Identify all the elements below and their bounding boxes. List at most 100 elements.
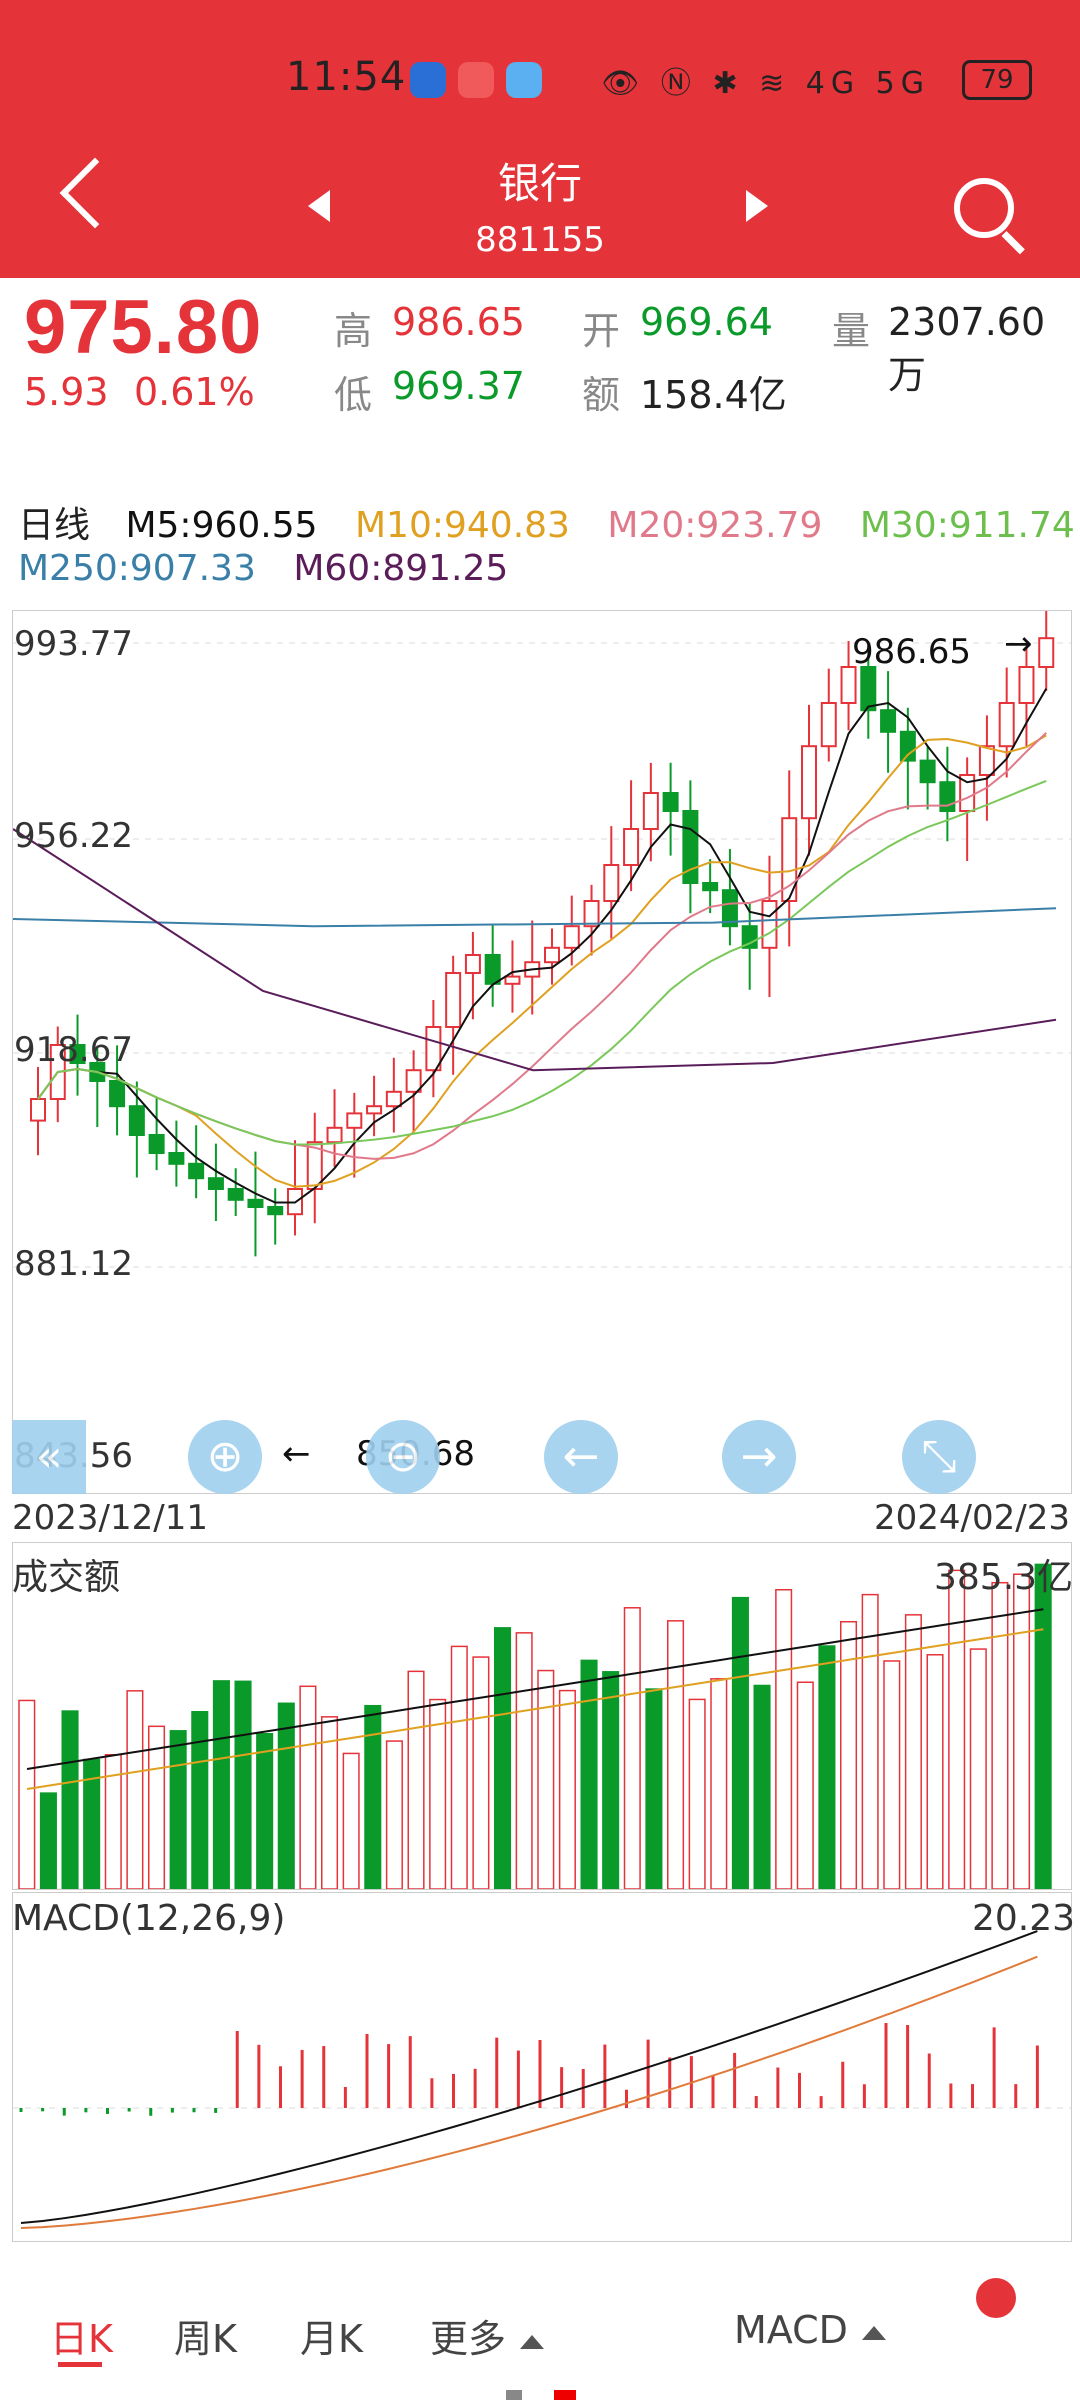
tab-month-k[interactable]: 月K <box>300 2317 363 2361</box>
volume-bar <box>472 1656 490 1889</box>
clock: 11:54 <box>286 54 407 100</box>
candle <box>267 1206 284 1216</box>
candle <box>128 1105 145 1137</box>
volume-bar <box>580 1659 598 1889</box>
volume-bar <box>169 1730 187 1889</box>
volume-bar <box>991 1581 1009 1889</box>
candle <box>662 792 679 812</box>
volume-bar <box>969 1648 987 1889</box>
volume-bar <box>840 1620 858 1889</box>
search-icon[interactable] <box>954 178 1014 238</box>
app-notification-icon <box>458 62 494 98</box>
volume-bar <box>234 1680 252 1889</box>
low-label: 低 <box>334 373 373 417</box>
candle <box>69 1044 86 1064</box>
weather-icon <box>506 62 542 98</box>
candle <box>939 781 956 812</box>
app-notification-icon <box>410 62 446 98</box>
candle <box>148 1134 165 1154</box>
kline-canvas <box>13 611 1071 1268</box>
volume-bar <box>710 1678 728 1889</box>
tab-more[interactable]: 更多 <box>430 2308 545 2363</box>
status-icons: 👁 Ⓝ ✱ ≋ 4G 5G <box>601 66 930 101</box>
candle <box>445 972 462 1028</box>
open-label: 开 <box>582 309 621 353</box>
amount-value: 158.4亿 <box>640 373 787 417</box>
volume-bar <box>775 1588 793 1889</box>
volume-bar <box>558 1689 576 1889</box>
y-axis-label: 993.77 <box>14 624 133 664</box>
volume-max-label: 385.3亿 <box>934 1557 1074 1598</box>
candle <box>1018 666 1035 704</box>
volume-bar <box>385 1740 403 1889</box>
pan-left-button[interactable]: ← <box>544 1420 618 1494</box>
volume-bar <box>667 1620 685 1889</box>
zoom-out-button[interactable]: ⊖ <box>366 1420 440 1494</box>
scroll-left-control[interactable]: « <box>12 1420 86 1494</box>
ma-legend-row-2: M250:907.33 M60:891.25 <box>18 548 508 589</box>
kline-chart[interactable] <box>12 610 1072 1494</box>
y-axis-label: 881.12 <box>14 1244 133 1284</box>
zoom-in-button[interactable]: ⊕ <box>188 1420 262 1494</box>
macd-chart[interactable] <box>12 1892 1072 2242</box>
ma5-line <box>37 688 1048 1204</box>
previous-stock-icon[interactable] <box>308 190 330 222</box>
high-value: 986.65 <box>392 300 525 344</box>
ma-legend-row-1: 日线 M5:960.55 M10:940.83 M20:923.79 M30:9… <box>18 496 1075 548</box>
ma250-value: M250:907.33 <box>18 548 256 589</box>
macd-title: MACD(12,26,9) <box>12 1898 286 1939</box>
ma5-value: M5:960.55 <box>125 505 318 546</box>
candle <box>366 1105 383 1115</box>
stock-code: 881155 <box>475 220 605 260</box>
candle <box>801 745 817 820</box>
volume-chart[interactable] <box>12 1542 1072 1890</box>
open-value: 969.64 <box>640 300 773 344</box>
zoom-in-icon: ⊕ <box>206 1431 244 1482</box>
start-date: 2023/12/11 <box>12 1498 208 1538</box>
volume-bar <box>212 1680 230 1889</box>
ma60-line <box>13 828 1057 1072</box>
max-price-marker: 986.65 <box>852 632 971 672</box>
ma20-value: M20:923.79 <box>607 505 823 546</box>
candle <box>30 1098 46 1122</box>
period-label: 日线 <box>18 505 91 546</box>
right-arrow-icon: → <box>1004 624 1033 664</box>
volume-bar <box>18 1699 36 1889</box>
volume-bar <box>602 1671 620 1889</box>
volume-bar <box>39 1792 57 1889</box>
volume-bar <box>753 1684 771 1889</box>
pan-right-button[interactable]: → <box>722 1420 796 1494</box>
volume-bar <box>688 1698 706 1889</box>
volume-bar <box>796 1681 814 1889</box>
volume-bar <box>126 1690 144 1889</box>
candle <box>702 882 719 892</box>
y-axis-label: 918.67 <box>14 1030 133 1070</box>
bottom-tab-bar: 日K 周K 月K 更多 MACD <box>0 2260 1080 2400</box>
volume-bar <box>645 1688 663 1889</box>
ma60-value: M60:891.25 <box>293 548 509 589</box>
volume-bar <box>948 1569 966 1889</box>
candle <box>207 1177 224 1191</box>
amount-label: 额 <box>582 373 621 417</box>
battery-icon: 79 <box>962 60 1032 100</box>
candle <box>563 925 580 949</box>
volume-bar <box>861 1593 879 1889</box>
status-bar: 11:54 👁 Ⓝ ✱ ≋ 4G 5G 79 <box>0 50 1080 110</box>
fullscreen-button[interactable]: ⤡ <box>902 1420 976 1494</box>
volume-label: 量 <box>832 309 871 353</box>
volume-bar <box>429 1698 447 1889</box>
volume-ma-line <box>26 1628 1044 1790</box>
ma250-line <box>13 907 1057 928</box>
candle <box>880 709 897 733</box>
tab-week-k[interactable]: 周K <box>174 2317 237 2361</box>
floating-record-button[interactable] <box>976 2278 1016 2318</box>
candle <box>840 666 857 704</box>
next-stock-icon[interactable] <box>746 190 768 222</box>
caret-up-icon <box>520 2334 545 2349</box>
tab-day-k[interactable]: 日K <box>50 2317 113 2361</box>
left-arrow-icon: ← <box>282 1434 311 1474</box>
volume-bar <box>515 1632 533 1889</box>
indicator-selector[interactable]: MACD <box>734 2308 886 2352</box>
price-change: 5.93 <box>24 370 109 414</box>
back-arrow-icon[interactable] <box>59 157 131 229</box>
